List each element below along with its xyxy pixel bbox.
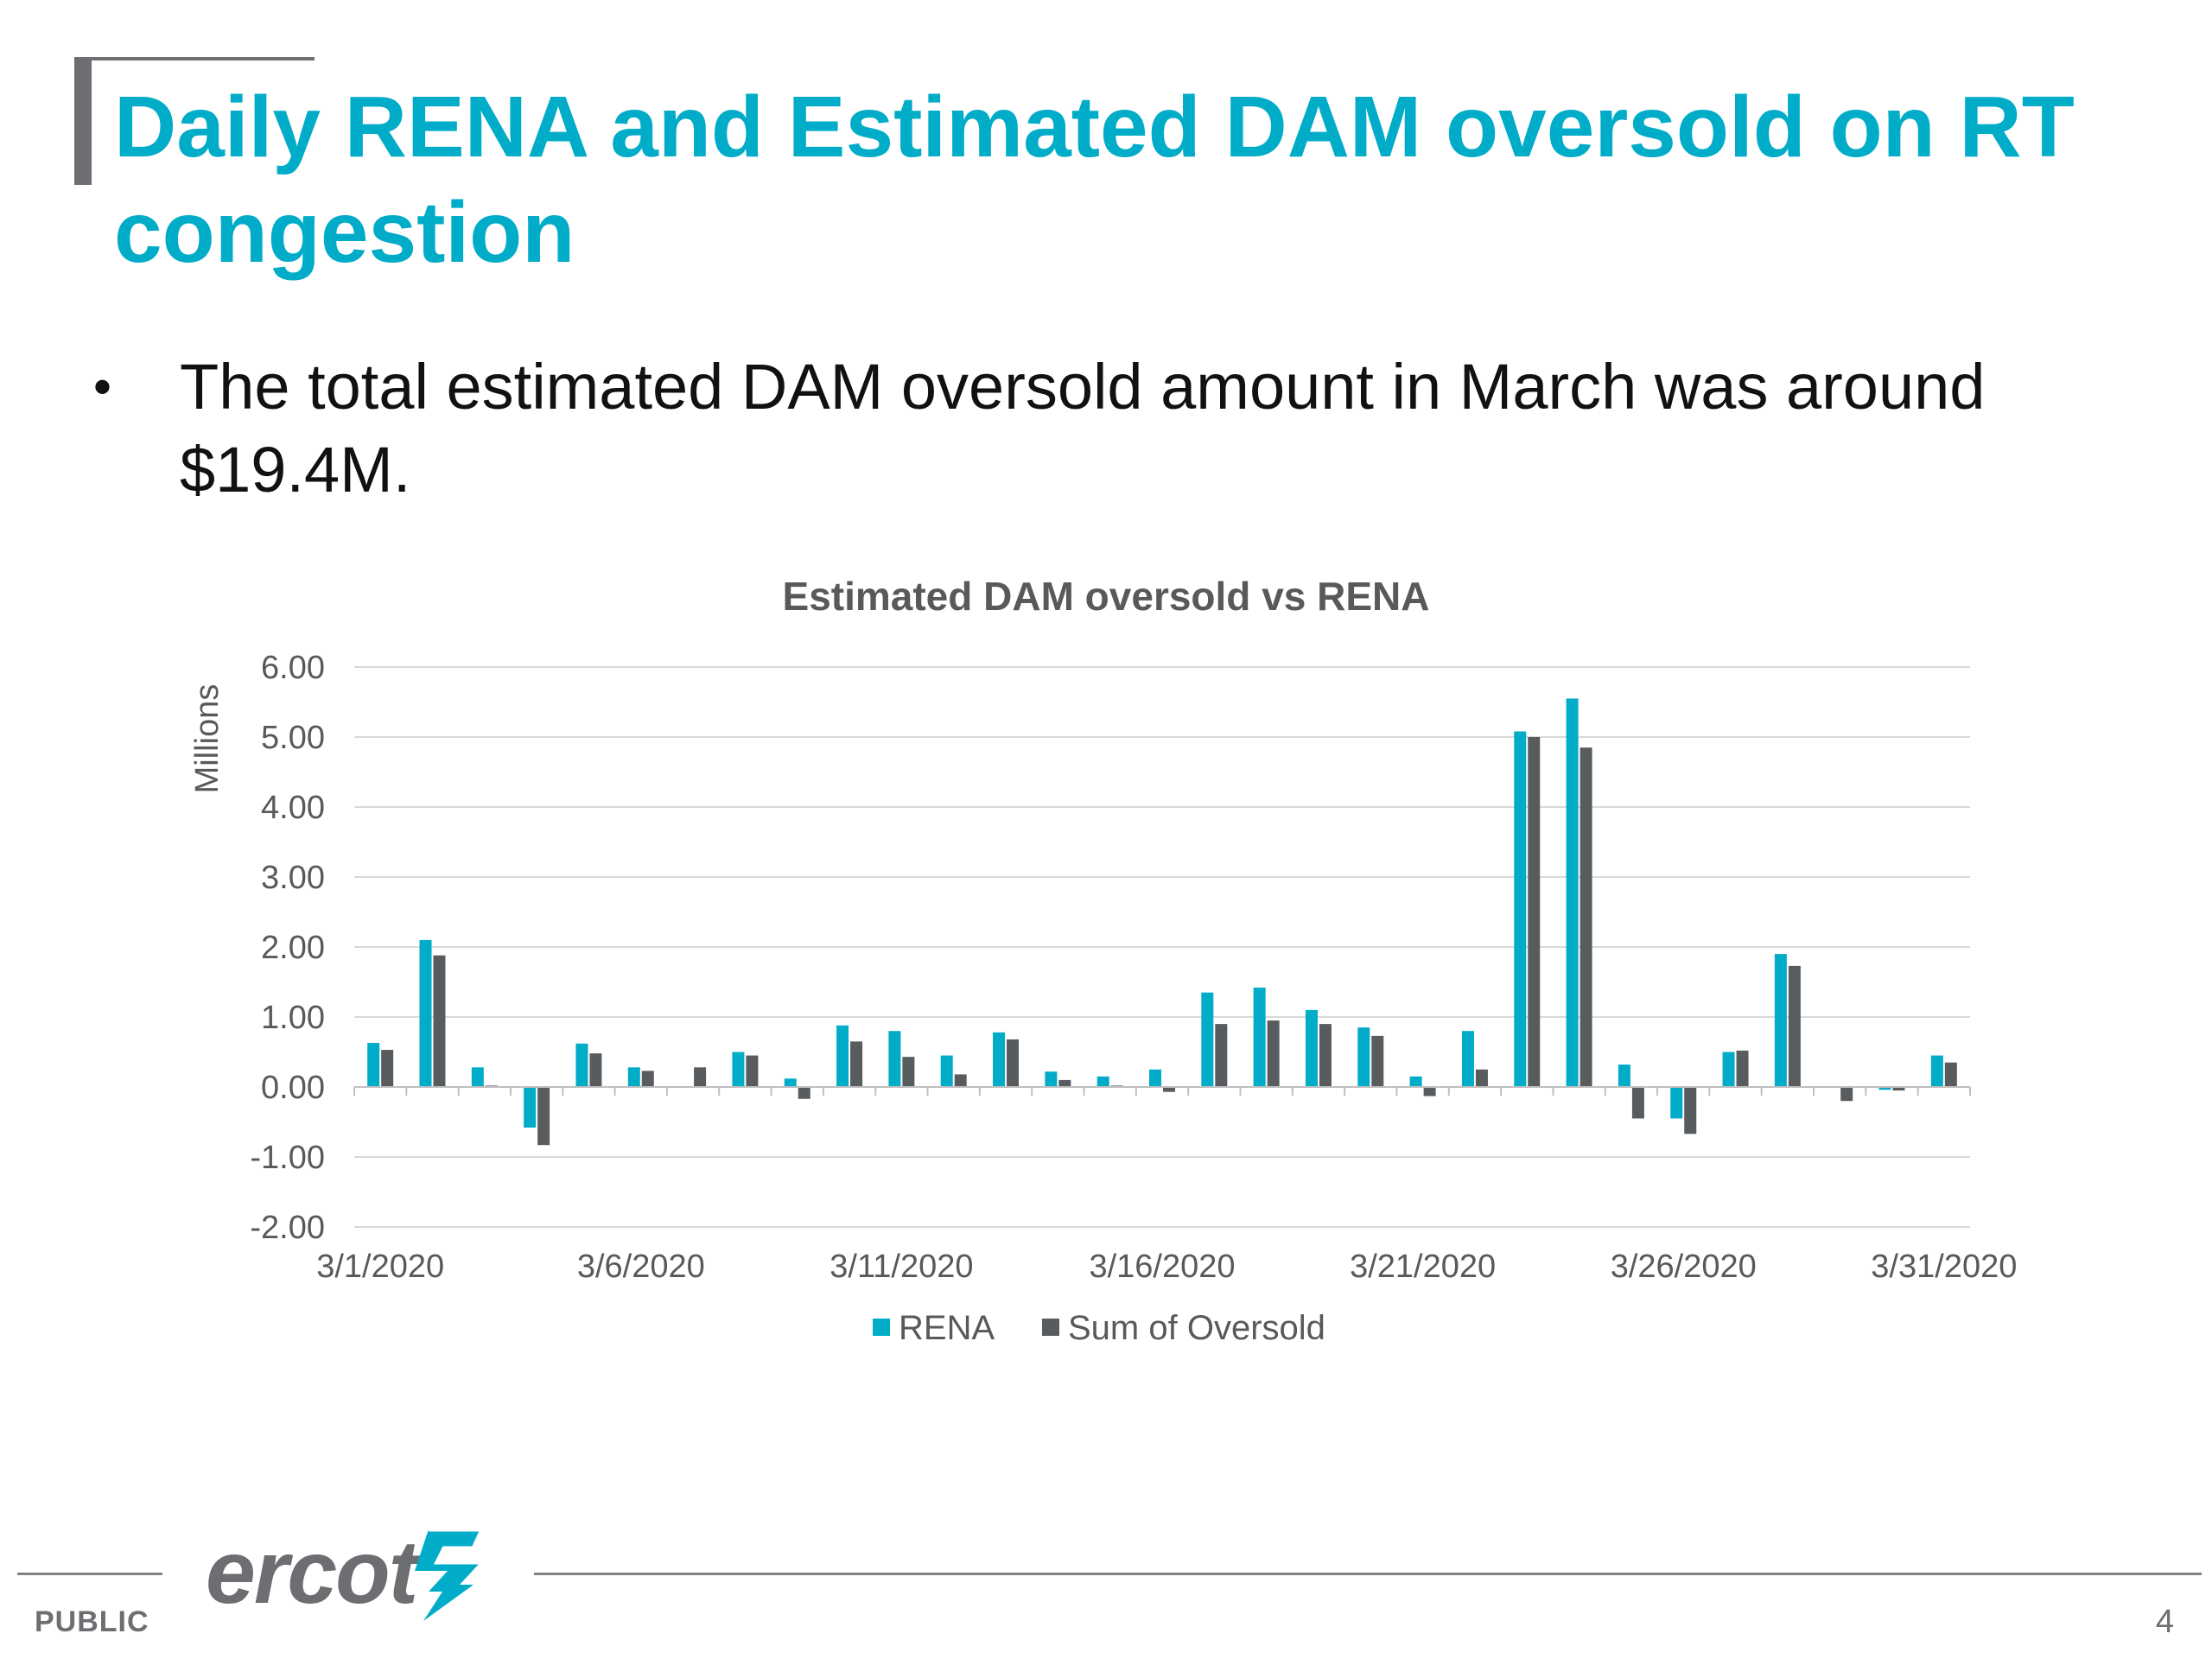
gridlines	[354, 666, 1970, 1228]
rena-bar	[940, 1055, 953, 1087]
y-tick-label: 0.00	[261, 1070, 325, 1106]
x-tick-label: 3/11/2020	[830, 1249, 973, 1285]
bullet-text: The total estimated DAM oversold amount …	[180, 351, 1986, 505]
title-accent-bar	[74, 57, 92, 185]
rena-bar	[1201, 992, 1214, 1087]
oversold-bar	[954, 1074, 967, 1087]
oversold-bar	[1267, 1020, 1280, 1087]
rena-bar	[1514, 731, 1527, 1087]
rena-bar	[627, 1067, 640, 1087]
oversold-bar	[1684, 1087, 1697, 1135]
rena-bar	[1045, 1071, 1058, 1087]
y-tick-label: 5.00	[261, 720, 325, 756]
rena-bar	[1096, 1076, 1109, 1087]
oversold-bar	[1840, 1087, 1853, 1102]
oversold-bar	[641, 1071, 654, 1087]
oversold-bar	[1058, 1079, 1071, 1087]
slide-title: Daily RENA and Estimated DAM oversold on…	[114, 79, 2075, 281]
oversold-bar	[537, 1087, 550, 1146]
oversold-bar	[694, 1067, 707, 1087]
rena-bar	[1461, 1031, 1474, 1087]
rena-bar	[367, 1042, 380, 1087]
y-tick-label: 1.00	[261, 1000, 325, 1036]
rena-bar	[784, 1078, 797, 1087]
oversold-bar	[1528, 737, 1541, 1087]
legend-swatch-rena	[873, 1319, 890, 1336]
legend-swatch-oversold	[1042, 1319, 1059, 1336]
rena-bar	[1618, 1065, 1630, 1087]
rena-bar	[1305, 1009, 1318, 1087]
y-tick-label: 4.00	[261, 790, 325, 826]
rena-bar	[1774, 954, 1787, 1087]
bar-chart: Estimated DAM oversold vs RENA Millions …	[189, 574, 2017, 1347]
y-tick-label: 3.00	[261, 860, 325, 896]
rena-bar	[1670, 1087, 1683, 1119]
oversold-bar	[798, 1087, 810, 1099]
oversold-bar	[1631, 1087, 1644, 1119]
rena-bar	[1409, 1076, 1422, 1087]
ercot-logo: ercot	[206, 1521, 499, 1624]
oversold-bar	[1944, 1062, 1957, 1087]
rena-bar	[1722, 1052, 1735, 1087]
rena-bar	[471, 1067, 484, 1087]
oversold-bar	[746, 1055, 759, 1087]
y-tick-label: 6.00	[261, 650, 325, 686]
oversold-bar	[1163, 1087, 1175, 1092]
title-accent-rule	[76, 57, 315, 60]
oversold-bar	[902, 1057, 915, 1087]
rena-bar	[1878, 1087, 1891, 1090]
rena-bar	[1357, 1027, 1370, 1087]
footer-rule-right	[534, 1573, 2202, 1575]
oversold-bar	[850, 1041, 863, 1087]
x-tick-label: 3/26/2020	[1611, 1249, 1757, 1285]
bars	[367, 698, 1957, 1146]
x-tick-label: 3/6/2020	[577, 1249, 705, 1285]
y-axis-ticks: 6.00 5.00 4.00 3.00 2.00 1.00 0.00 -1.00 -2.00	[250, 650, 325, 1246]
rena-bar	[993, 1032, 1006, 1087]
page-number: 4	[2155, 1604, 2174, 1640]
rena-bar	[888, 1031, 901, 1087]
rena-bar	[1253, 987, 1266, 1087]
lightning-bolt-icon	[415, 1527, 486, 1621]
rena-bar	[1930, 1055, 1943, 1087]
rena-bar	[732, 1052, 745, 1087]
oversold-bar	[1736, 1050, 1749, 1087]
classification-label: PUBLIC	[35, 1605, 149, 1638]
oversold-bar	[1423, 1087, 1436, 1096]
x-axis: 3/1/2020 3/6/2020 3/11/2020 3/16/2020 3/21/2…	[316, 1086, 2017, 1285]
logo-wordmark: ercot	[206, 1522, 418, 1623]
oversold-bar	[1371, 1035, 1384, 1087]
rena-bar	[1566, 698, 1579, 1087]
oversold-bar	[1788, 965, 1801, 1087]
oversold-bar	[1319, 1024, 1332, 1087]
bullet-marker: •	[93, 358, 112, 416]
rena-bar	[836, 1025, 849, 1087]
oversold-bar	[1215, 1024, 1228, 1087]
rena-bar	[575, 1043, 588, 1087]
oversold-bar	[1892, 1087, 1905, 1091]
y-tick-label: -1.00	[250, 1140, 325, 1176]
oversold-bar	[1475, 1069, 1488, 1087]
y-axis-label: Millions	[189, 684, 226, 794]
rena-bar	[524, 1087, 537, 1128]
x-tick-label: 3/16/2020	[1089, 1249, 1235, 1285]
rena-bar	[1149, 1069, 1161, 1087]
oversold-bar	[1007, 1039, 1020, 1087]
legend-label-rena: RENA	[899, 1309, 995, 1347]
x-tick-label: 3/21/2020	[1350, 1249, 1496, 1285]
oversold-bar	[433, 955, 446, 1087]
rena-bar	[419, 939, 432, 1087]
x-tick-label: 3/31/2020	[1871, 1249, 2017, 1285]
bullet-item: • The total estimated DAM oversold amoun…	[93, 346, 2150, 512]
oversold-bar	[1580, 747, 1592, 1087]
y-tick-label: -2.00	[250, 1210, 325, 1246]
legend-label-oversold: Sum of Oversold	[1068, 1309, 1325, 1347]
x-tick-label: 3/1/2020	[316, 1249, 444, 1285]
legend: RENA Sum of Oversold	[873, 1309, 1325, 1347]
oversold-bar	[381, 1050, 394, 1087]
chart-title: Estimated DAM oversold vs RENA	[783, 574, 1430, 619]
footer-rule-left	[17, 1573, 162, 1575]
oversold-bar	[589, 1053, 602, 1087]
y-tick-label: 2.00	[261, 930, 325, 966]
